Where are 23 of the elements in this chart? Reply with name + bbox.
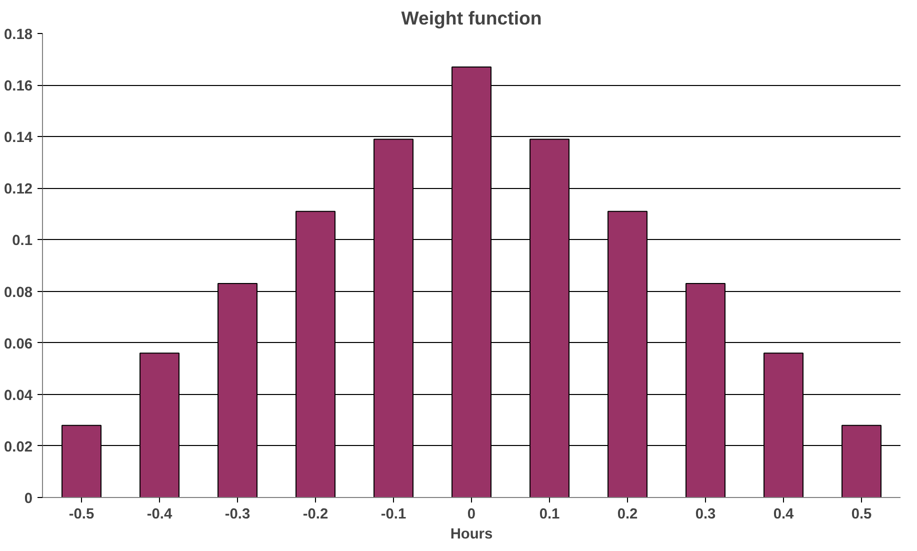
- x-tick-label: 0.3: [695, 506, 716, 522]
- y-tick-label: 0.04: [4, 388, 34, 404]
- x-tick-label: -0.4: [146, 506, 173, 522]
- chart-title: Weight function: [401, 8, 542, 28]
- x-tick-label: 0.5: [851, 506, 872, 522]
- x-tick-label: -0.2: [302, 506, 328, 522]
- x-tick-label: -0.3: [224, 506, 250, 522]
- x-tick-label: 0.4: [773, 506, 795, 522]
- x-tick-label: -0.5: [68, 506, 94, 522]
- y-tick-label: 0: [24, 491, 33, 507]
- y-tick-label: 0.18: [4, 27, 33, 43]
- y-tick-label: 0.16: [4, 78, 33, 95]
- x-axis-title: Hours: [450, 526, 493, 542]
- y-tick-label: 0.06: [4, 336, 33, 352]
- y-tick-label: 0.14: [4, 130, 34, 146]
- x-tick-label: -0.1: [380, 506, 406, 522]
- y-tick-label: 0.08: [4, 284, 33, 301]
- y-tick-label: 0.1: [12, 233, 32, 250]
- y-tick-label: 0.02: [4, 439, 33, 456]
- x-tick-label: 0.1: [539, 506, 560, 522]
- x-tick-label: 0: [467, 506, 476, 522]
- x-tick-label: 0.2: [617, 506, 638, 522]
- y-tick-label: 0.12: [4, 182, 33, 198]
